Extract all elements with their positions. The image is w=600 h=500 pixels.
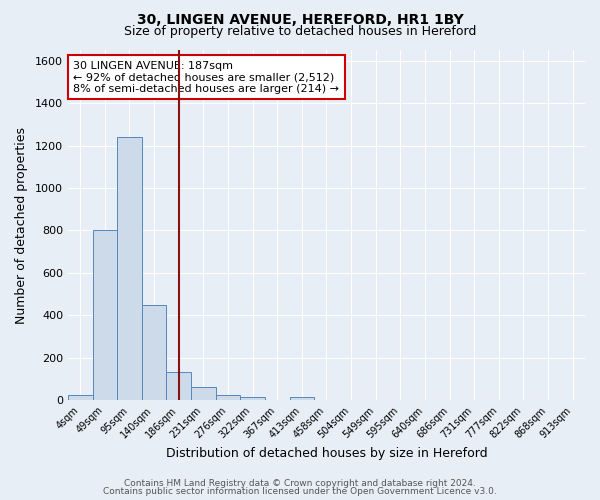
Y-axis label: Number of detached properties: Number of detached properties	[15, 126, 28, 324]
Bar	[215, 395, 240, 400]
Text: Contains HM Land Registry data © Crown copyright and database right 2024.: Contains HM Land Registry data © Crown c…	[124, 478, 476, 488]
Bar	[92, 230, 117, 400]
Text: Size of property relative to detached houses in Hereford: Size of property relative to detached ho…	[124, 25, 476, 38]
Bar	[191, 387, 215, 400]
Bar	[117, 137, 142, 400]
X-axis label: Distribution of detached houses by size in Hereford: Distribution of detached houses by size …	[166, 447, 487, 460]
Bar	[142, 304, 166, 400]
Bar	[166, 372, 191, 400]
Text: 30 LINGEN AVENUE: 187sqm
← 92% of detached houses are smaller (2,512)
8% of semi: 30 LINGEN AVENUE: 187sqm ← 92% of detach…	[73, 60, 339, 94]
Text: 30, LINGEN AVENUE, HEREFORD, HR1 1BY: 30, LINGEN AVENUE, HEREFORD, HR1 1BY	[137, 12, 463, 26]
Bar	[240, 397, 265, 400]
Bar	[68, 395, 92, 400]
Bar	[290, 397, 314, 400]
Text: Contains public sector information licensed under the Open Government Licence v3: Contains public sector information licen…	[103, 487, 497, 496]
